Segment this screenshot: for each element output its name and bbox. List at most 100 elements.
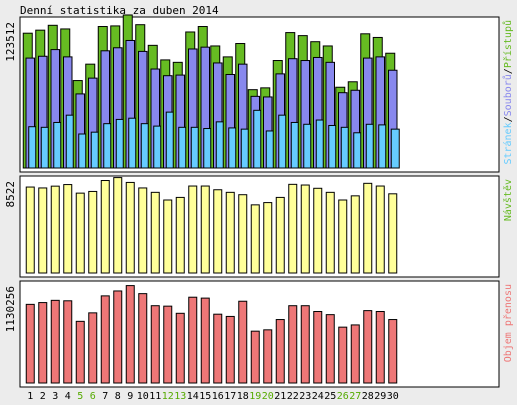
chart-title: Denní statistika za duben 2014: [20, 4, 219, 17]
day-label-19: 19: [249, 391, 261, 402]
bar-visits-visits-day-11: [150, 191, 160, 274]
y-max-label: 123512: [4, 22, 17, 62]
bar-kbytes-kbytes-day-29: [375, 311, 385, 384]
legend-part-0: Objem přenosu: [502, 284, 514, 362]
day-label-11: 11: [149, 391, 161, 402]
bar-kbytes-kbytes-day-8: [113, 290, 123, 384]
day-label-16: 16: [212, 391, 224, 402]
day-label-4: 4: [65, 391, 71, 402]
bar-kbytes-kbytes-day-23: [300, 305, 310, 384]
panel-kbytes: 1130256 Objem přenosu: [4, 280, 514, 388]
legend-part-1: /: [503, 116, 514, 122]
day-label-6: 6: [90, 391, 96, 402]
bar-kbytes-kbytes-day-1: [25, 303, 35, 384]
legend-part-0: Stránek: [502, 122, 514, 164]
bar-visits-visits-day-26: [338, 199, 348, 274]
bar-hits-files-pages-pages-day-30: [390, 128, 400, 169]
bar-visits-visits-day-29: [375, 185, 385, 274]
day-label-27: 27: [349, 391, 361, 402]
bar-kbytes-kbytes-day-16: [213, 313, 223, 384]
day-label-21: 21: [274, 391, 286, 402]
y-max-label: 8522: [4, 181, 17, 208]
day-label-8: 8: [115, 391, 121, 402]
bar-kbytes-kbytes-day-3: [50, 299, 60, 384]
bar-kbytes-kbytes-day-2: [38, 302, 48, 384]
bar-kbytes-kbytes-day-24: [313, 311, 323, 384]
day-label-13: 13: [174, 391, 186, 402]
day-label-15: 15: [199, 391, 211, 402]
bar-visits-visits-day-21: [275, 196, 285, 274]
bar-kbytes-kbytes-day-28: [363, 310, 373, 384]
bar-visits-visits-day-20: [263, 202, 273, 274]
bar-kbytes-kbytes-day-11: [150, 305, 160, 384]
day-label-18: 18: [237, 391, 249, 402]
day-label-10: 10: [137, 391, 149, 402]
bar-kbytes-kbytes-day-22: [288, 305, 298, 384]
legend-part-4: Přístupů: [502, 20, 514, 68]
bar-kbytes-kbytes-day-6: [88, 312, 98, 384]
bar-visits-visits-day-17: [225, 191, 235, 274]
bar-visits-visits-day-25: [325, 191, 335, 274]
bar-visits-visits-day-8: [113, 177, 123, 274]
day-label-26: 26: [337, 391, 349, 402]
bar-kbytes-kbytes-day-9: [125, 285, 135, 384]
bar-kbytes-kbytes-day-10: [138, 293, 148, 384]
bar-kbytes-kbytes-day-27: [350, 324, 360, 384]
bar-kbytes-kbytes-day-15: [200, 297, 210, 384]
bar-visits-visits-day-15: [200, 185, 210, 274]
panel-visits: 8522 Návštěv: [4, 175, 514, 278]
bar-kbytes-kbytes-day-20: [263, 329, 273, 384]
legend-hits-files-pages: Stránek/Souborů/Přístupů: [502, 20, 514, 165]
day-label-20: 20: [262, 391, 274, 402]
day-label-2: 2: [40, 391, 46, 402]
bar-visits-visits-day-18: [238, 194, 248, 274]
day-labels: 1 2 3 4 5 6 7 8 9 10 11 12 13 14 15 16 17 18 19 20 21 22 23 24 2…: [27, 391, 399, 402]
bar-kbytes-kbytes-day-7: [100, 295, 110, 384]
bar-kbytes-kbytes-day-21: [275, 319, 285, 384]
y-max-label: 1130256: [4, 286, 17, 332]
day-label-5: 5: [77, 391, 83, 402]
legend-visits: Návštěv: [502, 179, 514, 221]
bar-kbytes-kbytes-day-5: [75, 320, 85, 384]
bar-visits-visits-day-14: [188, 185, 198, 274]
day-label-7: 7: [102, 391, 108, 402]
bar-kbytes-kbytes-day-4: [63, 300, 73, 384]
bar-visits-visits-day-6: [88, 190, 98, 274]
bar-visits-visits-day-22: [288, 183, 298, 274]
bar-visits-visits-day-23: [300, 184, 310, 274]
bar-visits-visits-day-5: [75, 192, 85, 274]
day-label-29: 29: [374, 391, 386, 402]
bar-kbytes-kbytes-day-30: [388, 319, 398, 384]
bar-kbytes-kbytes-day-13: [175, 312, 185, 384]
bar-visits-visits-day-2: [38, 187, 48, 274]
legend-kbytes: Objem přenosu: [502, 284, 514, 362]
bar-visits-visits-day-4: [63, 184, 73, 274]
bar-kbytes-kbytes-day-25: [325, 314, 335, 384]
bar-kbytes-kbytes-day-17: [225, 315, 235, 384]
bar-visits-visits-day-30: [388, 193, 398, 274]
bar-kbytes-kbytes-day-18: [238, 300, 248, 384]
day-label-3: 3: [52, 391, 58, 402]
day-label-25: 25: [324, 391, 336, 402]
legend-part-3: /: [503, 68, 514, 74]
bar-visits-visits-day-10: [138, 187, 148, 274]
legend-part-0: Návštěv: [502, 179, 514, 221]
day-label-12: 12: [162, 391, 174, 402]
day-label-24: 24: [312, 391, 324, 402]
day-label-22: 22: [287, 391, 299, 402]
day-label-17: 17: [224, 391, 236, 402]
bar-visits-visits-day-3: [50, 185, 60, 274]
bar-visits-visits-day-12: [163, 199, 173, 274]
day-label-23: 23: [299, 391, 311, 402]
bar-visits-visits-day-7: [100, 180, 110, 274]
legend-part-2: Souborů: [502, 74, 514, 116]
day-label-30: 30: [387, 391, 399, 402]
bar-visits-visits-day-28: [363, 182, 373, 274]
bar-visits-visits-day-13: [175, 196, 185, 274]
day-label-14: 14: [187, 391, 199, 402]
bar-visits-visits-day-9: [125, 181, 135, 274]
bar-visits-visits-day-19: [250, 204, 260, 274]
